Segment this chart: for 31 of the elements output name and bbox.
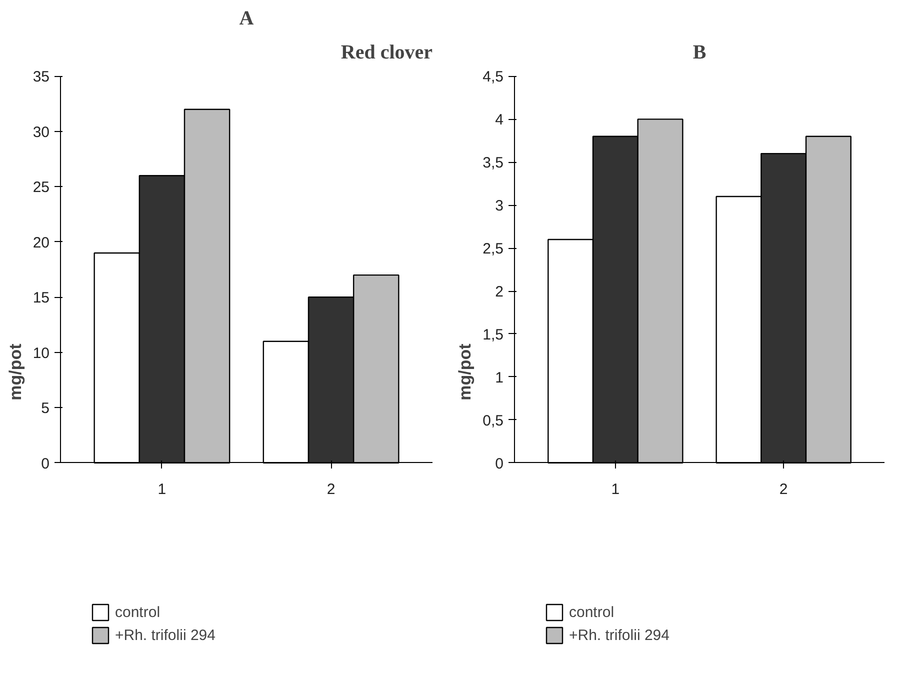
y-tick-label: 0	[41, 455, 50, 472]
y-tick-label: 3,5	[482, 154, 504, 172]
y-tick-label: 0,5	[482, 412, 504, 430]
chart-title: A	[239, 8, 254, 30]
legend-label: control	[569, 604, 614, 620]
x-tick-label: 2	[779, 480, 788, 498]
chart-title: B	[692, 42, 706, 64]
y-tick-label: 30	[32, 124, 50, 141]
legend-label: +Rh. trifolii 294	[115, 626, 216, 644]
y-tick-label: 1	[495, 369, 504, 386]
x-tick-label: 1	[611, 480, 620, 498]
y-tick-label: 20	[32, 234, 50, 252]
legend-label: +Rh. trifolii 294	[569, 626, 670, 644]
y-tick-label: 15	[32, 290, 50, 307]
y-tick-label: 5	[41, 400, 50, 418]
x-tick-label: 1	[158, 480, 166, 498]
y-tick-label: 3	[495, 198, 504, 215]
y-tick-label: 25	[32, 179, 50, 196]
y-axis-title: mg/pot	[6, 343, 25, 400]
y-tick-label: 4,5	[482, 68, 504, 86]
y-tick-label: 0	[495, 455, 504, 472]
y-tick-label: 2,5	[482, 240, 504, 258]
y-tick-label: 1,5	[482, 326, 504, 344]
y-tick-label: 10	[32, 344, 50, 362]
x-tick-label: 2	[326, 480, 336, 498]
y-axis-title: mg/pot	[456, 343, 475, 400]
y-tick-label: 4	[495, 112, 504, 129]
y-tick-label: 2	[495, 284, 504, 301]
legend-label: control	[115, 604, 160, 620]
text: Red clover	[340, 42, 433, 64]
y-tick-label: 35	[32, 68, 50, 86]
